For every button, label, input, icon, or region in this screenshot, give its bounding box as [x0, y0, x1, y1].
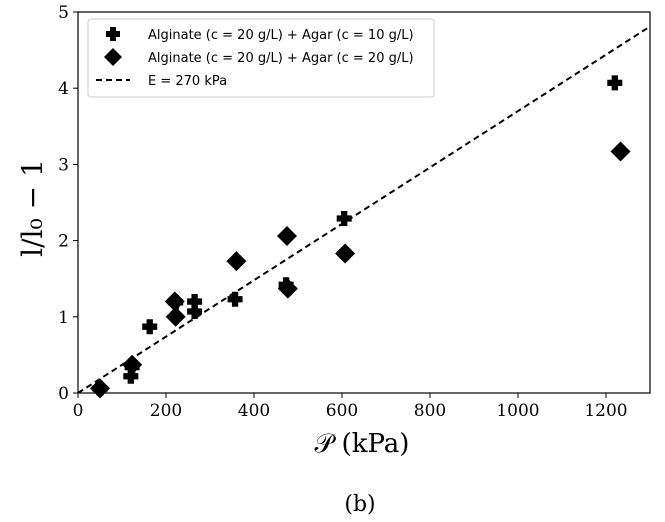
plus-marker [142, 319, 158, 335]
legend-entry-label: Alginate (c = 20 g/L) + Agar (c = 20 g/L… [148, 51, 414, 66]
x-tick-label: 200 [150, 401, 182, 421]
diamond-marker [277, 278, 298, 299]
y-tick-label: 2 [58, 232, 69, 252]
plus-marker [227, 291, 243, 307]
plot-frame [77, 11, 651, 394]
fit-line [78, 25, 650, 393]
y-tick-label: 1 [58, 308, 69, 328]
diamond-marker [610, 141, 631, 162]
diamond-marker [164, 291, 185, 312]
y-tick-label: 5 [58, 3, 69, 23]
diamond-marker [165, 306, 186, 327]
plus-marker [123, 368, 139, 384]
legend-diamond-marker [104, 48, 122, 66]
plus-marker [187, 303, 203, 319]
x-axis-label: 𝒫 (kPa) [315, 429, 410, 459]
x-tick-label: 400 [238, 401, 270, 421]
y-axis-label: l/l₀ − 1 [16, 159, 49, 257]
plus-marker [187, 294, 203, 310]
legend: Alginate (c = 20 g/L) + Agar (c = 10 g/L… [87, 18, 435, 98]
diamond-marker [335, 243, 356, 264]
legend-entry-label: E = 270 kPa [148, 74, 227, 89]
diamond-marker [90, 378, 110, 399]
x-tick-label: 0 [73, 401, 84, 421]
legend-box [87, 18, 435, 98]
x-tick-label: 1000 [496, 401, 539, 421]
legend-entry-label: Alginate (c = 20 g/L) + Agar (c = 10 g/L… [148, 28, 414, 43]
y-tick-label: 4 [58, 79, 69, 99]
figure-caption: (b) [344, 492, 375, 517]
diamond-marker [277, 226, 297, 247]
diamond-marker [122, 354, 143, 375]
diamond-marker [226, 251, 247, 272]
legend-plus-marker [106, 27, 120, 41]
plus-marker [336, 211, 352, 227]
x-tick-label: 600 [326, 401, 358, 421]
y-tick-label: 0 [58, 384, 69, 404]
y-tick-label: 3 [58, 155, 69, 175]
axes: 0 200 400 600 800 1000 1200 0 1 2 3 4 5 [58, 3, 651, 421]
plus-marker [607, 75, 623, 91]
x-tick-label: 1200 [584, 401, 627, 421]
x-tick-label: 800 [414, 401, 446, 421]
